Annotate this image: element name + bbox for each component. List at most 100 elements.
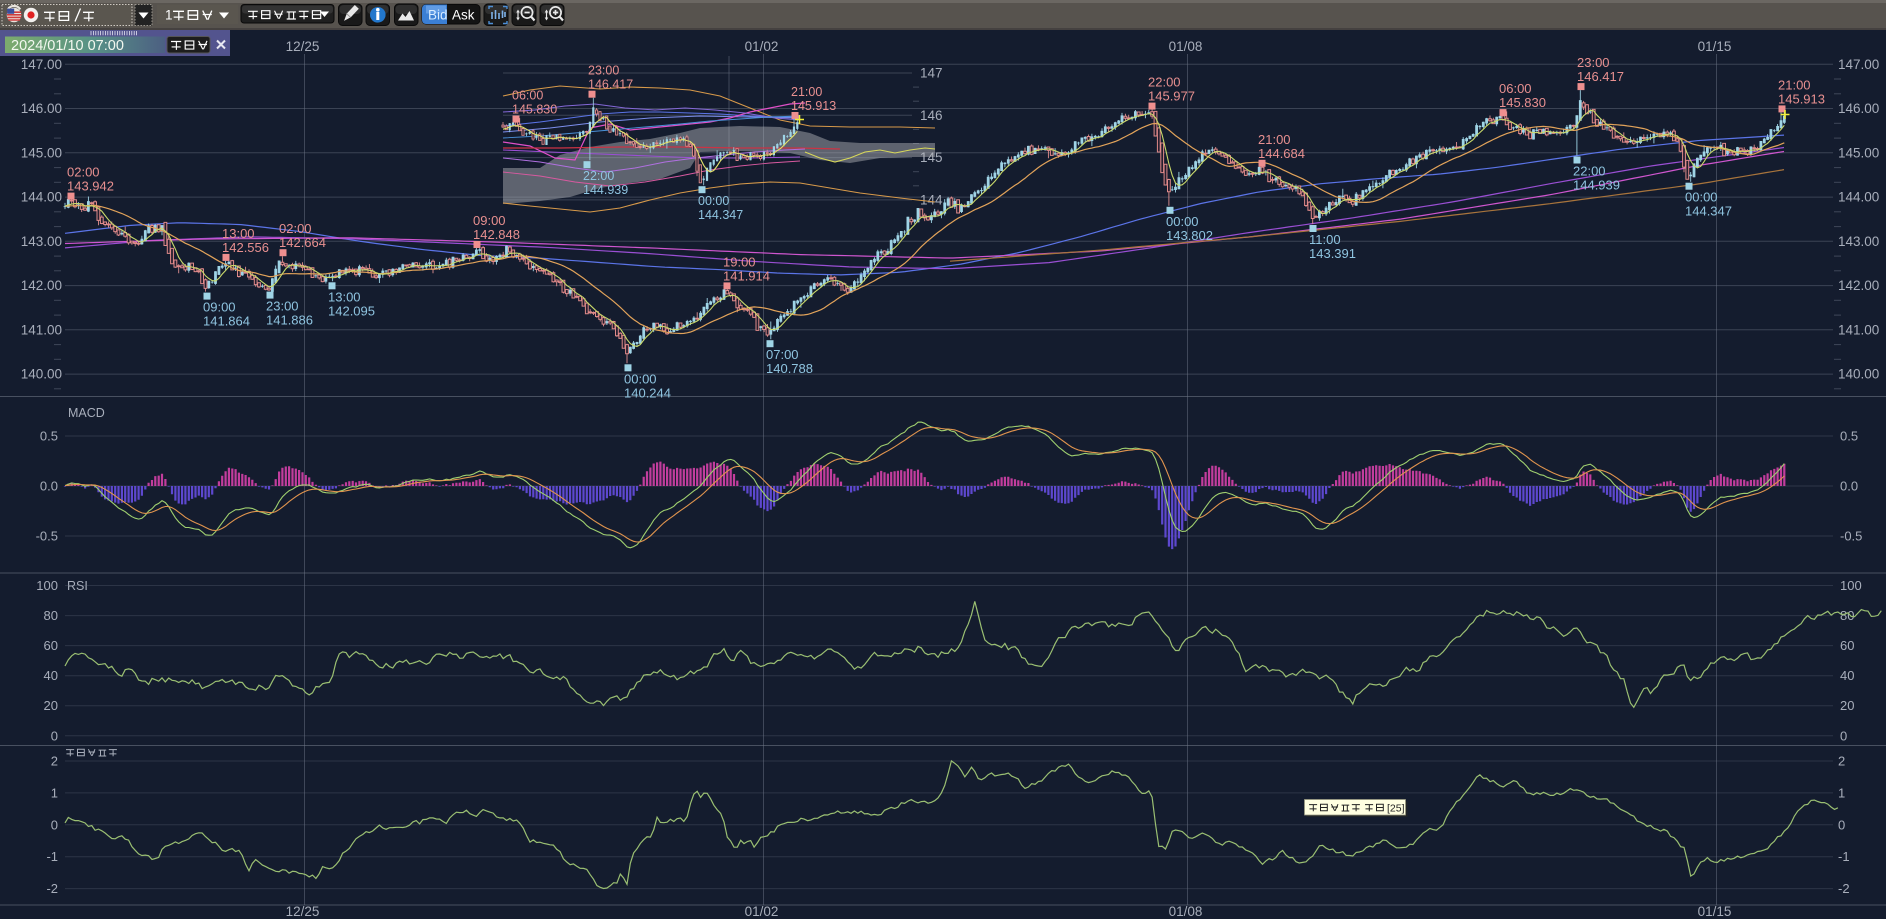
svg-text:146.417: 146.417	[1577, 69, 1624, 84]
svg-text:145.913: 145.913	[791, 99, 836, 113]
svg-text:141.00: 141.00	[1838, 322, 1879, 337]
svg-text:22:00: 22:00	[1573, 164, 1606, 179]
svg-text:09:00: 09:00	[473, 213, 506, 228]
svg-text:144: 144	[920, 192, 943, 207]
svg-text:21:00: 21:00	[1778, 77, 1811, 92]
svg-text:20: 20	[1840, 698, 1854, 713]
svg-text:145.977: 145.977	[1148, 89, 1195, 104]
svg-text:40: 40	[44, 668, 58, 683]
svg-text:147: 147	[920, 66, 943, 81]
svg-text:140.00: 140.00	[21, 367, 62, 382]
svg-text:141.00: 141.00	[21, 322, 62, 337]
svg-text:-0.5: -0.5	[36, 529, 58, 544]
svg-text:0: 0	[1840, 728, 1847, 743]
svg-text:100: 100	[1840, 578, 1862, 593]
svg-text:146.00: 146.00	[21, 101, 62, 116]
svg-text:-0.5: -0.5	[1840, 529, 1862, 544]
svg-text:147.00: 147.00	[1838, 57, 1879, 72]
svg-text:21:00: 21:00	[791, 85, 822, 99]
svg-text:144.939: 144.939	[1573, 178, 1620, 193]
svg-text:60: 60	[44, 638, 58, 653]
svg-text:00:00: 00:00	[698, 194, 729, 208]
svg-text:146: 146	[920, 108, 943, 123]
svg-text:01/15: 01/15	[1698, 904, 1732, 919]
svg-text:0: 0	[51, 817, 58, 832]
svg-text:00:00: 00:00	[624, 371, 657, 386]
svg-text:21:00: 21:00	[1258, 132, 1291, 147]
svg-text:1: 1	[1838, 785, 1845, 800]
svg-text:0.5: 0.5	[40, 429, 58, 444]
svg-text:13:00: 13:00	[222, 226, 255, 241]
svg-text:143.802: 143.802	[1166, 228, 1213, 243]
svg-text:144.347: 144.347	[1685, 204, 1732, 219]
svg-text:145: 145	[920, 150, 943, 165]
svg-text:02:00: 02:00	[279, 221, 312, 236]
svg-text:06:00: 06:00	[512, 89, 543, 103]
svg-text:01/08: 01/08	[1169, 904, 1203, 919]
svg-text:Bid: Bid	[428, 8, 448, 23]
svg-text:01/15: 01/15	[1698, 39, 1732, 54]
svg-text:144.00: 144.00	[1838, 190, 1879, 205]
svg-text:-1: -1	[1838, 849, 1850, 864]
svg-text:02:00: 02:00	[67, 165, 100, 180]
svg-text:142.848: 142.848	[473, 227, 520, 242]
svg-text:01/02: 01/02	[745, 39, 779, 54]
svg-text:145.830: 145.830	[512, 103, 557, 117]
svg-text:-2: -2	[1838, 881, 1850, 896]
svg-text:144.00: 144.00	[21, 190, 62, 205]
svg-text:146.417: 146.417	[588, 78, 633, 92]
svg-text:141.864: 141.864	[203, 314, 250, 329]
svg-text:142.664: 142.664	[279, 235, 326, 250]
svg-text:142.556: 142.556	[222, 240, 269, 255]
svg-text:23:00: 23:00	[588, 64, 619, 78]
svg-text:-1: -1	[46, 849, 58, 864]
svg-text:140.00: 140.00	[1838, 367, 1879, 382]
svg-text:12/25: 12/25	[286, 904, 320, 919]
svg-text:23:00: 23:00	[266, 299, 299, 314]
svg-text:06:00: 06:00	[1499, 81, 1532, 96]
svg-text:00:00: 00:00	[1166, 214, 1199, 229]
svg-text:144.939: 144.939	[583, 183, 628, 197]
svg-text:145.00: 145.00	[1838, 145, 1879, 160]
svg-text:09:00: 09:00	[203, 300, 236, 315]
svg-text:22:00: 22:00	[583, 169, 614, 183]
svg-text:142.095: 142.095	[328, 303, 375, 318]
svg-text:140.788: 140.788	[766, 361, 813, 376]
svg-text:0: 0	[1838, 817, 1845, 832]
svg-text:2024/01/10 07:00: 2024/01/10 07:00	[11, 38, 124, 54]
svg-text:RSI: RSI	[67, 579, 88, 593]
svg-text:07:00: 07:00	[766, 347, 799, 362]
svg-text:143.942: 143.942	[67, 179, 114, 194]
svg-text:145.913: 145.913	[1778, 91, 1825, 106]
svg-text:-2: -2	[46, 881, 58, 896]
svg-text:142.00: 142.00	[21, 278, 62, 293]
svg-text:00:00: 00:00	[1685, 190, 1718, 205]
svg-text:143.00: 143.00	[21, 234, 62, 249]
svg-text:143.391: 143.391	[1309, 246, 1356, 261]
svg-text:60: 60	[1840, 638, 1854, 653]
svg-text:1: 1	[51, 785, 58, 800]
svg-text:80: 80	[44, 608, 58, 623]
svg-text:19:00: 19:00	[723, 254, 756, 269]
svg-text:40: 40	[1840, 668, 1854, 683]
svg-text:145.00: 145.00	[21, 145, 62, 160]
svg-text:22:00: 22:00	[1148, 75, 1181, 90]
svg-text:0.5: 0.5	[1840, 429, 1858, 444]
svg-text:140.244: 140.244	[624, 385, 671, 400]
svg-text:144.684: 144.684	[1258, 146, 1305, 161]
svg-text:141.886: 141.886	[266, 313, 313, 328]
svg-text:1: 1	[165, 8, 173, 23]
svg-text:01/08: 01/08	[1169, 39, 1203, 54]
svg-text:80: 80	[1840, 608, 1854, 623]
svg-text:0.0: 0.0	[1840, 479, 1858, 494]
svg-text:Ask: Ask	[452, 8, 475, 23]
svg-text:01/02: 01/02	[745, 904, 779, 919]
svg-text:146.00: 146.00	[1838, 101, 1879, 116]
svg-text:11:00: 11:00	[1309, 232, 1341, 247]
svg-text:100: 100	[36, 578, 58, 593]
svg-text:0.0: 0.0	[40, 479, 58, 494]
svg-text:145.830: 145.830	[1499, 95, 1546, 110]
svg-text:20: 20	[44, 698, 58, 713]
svg-text:2: 2	[1838, 754, 1845, 769]
svg-text:13:00: 13:00	[328, 289, 361, 304]
